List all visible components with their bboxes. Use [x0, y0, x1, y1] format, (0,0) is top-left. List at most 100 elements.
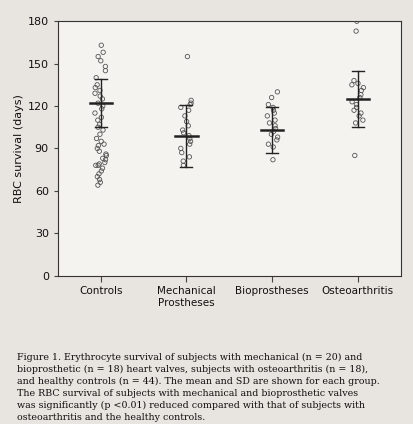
Point	[352, 120, 359, 126]
Point	[102, 63, 109, 70]
Point	[270, 128, 277, 135]
Point	[103, 152, 110, 159]
Point	[180, 129, 187, 136]
Point	[96, 161, 102, 167]
Point	[102, 151, 109, 157]
Point	[182, 112, 188, 119]
Point	[100, 49, 107, 56]
Point	[353, 104, 360, 111]
Point	[102, 156, 109, 163]
Point	[356, 112, 363, 119]
Point	[272, 117, 278, 123]
Point	[272, 125, 279, 132]
Point	[358, 110, 364, 117]
Point	[95, 162, 102, 169]
Point	[98, 167, 104, 174]
Point	[98, 106, 105, 112]
Point	[97, 93, 103, 100]
Point	[93, 162, 99, 169]
Point	[100, 155, 106, 162]
Point	[178, 145, 184, 152]
Point	[264, 112, 271, 119]
Point	[187, 101, 193, 108]
Point	[186, 135, 193, 142]
Point	[180, 158, 187, 165]
Point	[96, 170, 102, 177]
Point	[349, 81, 355, 88]
Point	[360, 84, 367, 91]
Point	[266, 120, 273, 126]
Point	[99, 95, 106, 102]
Point	[92, 84, 99, 91]
Point	[274, 134, 281, 140]
Point	[351, 77, 357, 84]
Point	[351, 107, 357, 114]
Point	[356, 94, 363, 101]
Point	[268, 94, 275, 101]
Point	[97, 131, 103, 138]
Point	[183, 118, 190, 125]
Point	[94, 81, 100, 88]
Point	[92, 90, 98, 97]
Point	[273, 137, 280, 143]
Point	[96, 176, 103, 183]
Point	[188, 100, 195, 106]
Point	[95, 182, 101, 189]
Point	[187, 138, 194, 145]
Point	[265, 101, 272, 108]
Point	[98, 138, 104, 145]
Point	[95, 142, 102, 149]
Point	[358, 87, 365, 94]
Point	[93, 74, 100, 81]
Point	[178, 104, 184, 111]
Text: Figure 1. Erythrocyte survival of subjects with mechanical (n = 20) and
bioprost: Figure 1. Erythrocyte survival of subjec…	[17, 353, 379, 422]
Point	[97, 179, 104, 186]
Point	[179, 127, 186, 134]
Point	[351, 152, 358, 159]
Point	[185, 107, 192, 114]
Point	[186, 141, 193, 148]
Point	[101, 141, 107, 148]
Point	[95, 124, 101, 131]
Point	[270, 104, 276, 111]
Point	[349, 98, 356, 105]
Point	[96, 148, 102, 155]
Point	[270, 144, 277, 151]
Point	[274, 89, 281, 95]
Point	[99, 165, 106, 172]
Y-axis label: RBC survival (days): RBC survival (days)	[14, 94, 24, 203]
Point	[188, 97, 195, 104]
Point	[95, 100, 101, 106]
Point	[268, 131, 275, 138]
Point	[353, 28, 359, 34]
Point	[98, 114, 104, 121]
Point	[97, 57, 104, 64]
Point	[94, 145, 101, 152]
Point	[95, 53, 102, 60]
Point	[360, 117, 366, 123]
Point	[180, 162, 187, 169]
Point	[270, 107, 277, 114]
Point	[92, 110, 98, 117]
Point	[355, 80, 361, 87]
Point	[98, 42, 104, 49]
Point	[94, 173, 101, 180]
Point	[265, 141, 272, 148]
Point	[353, 101, 360, 108]
Point	[93, 135, 100, 142]
Point	[95, 117, 101, 123]
Point	[186, 132, 192, 139]
Point	[358, 91, 364, 98]
Point	[100, 103, 106, 109]
Point	[354, 18, 360, 25]
Point	[96, 121, 103, 128]
Point	[272, 123, 278, 129]
Point	[186, 153, 193, 160]
Point	[271, 110, 278, 117]
Point	[102, 67, 109, 74]
Point	[184, 53, 191, 60]
Point	[270, 156, 276, 163]
Point	[97, 87, 103, 94]
Point	[178, 149, 185, 156]
Point	[185, 123, 192, 129]
